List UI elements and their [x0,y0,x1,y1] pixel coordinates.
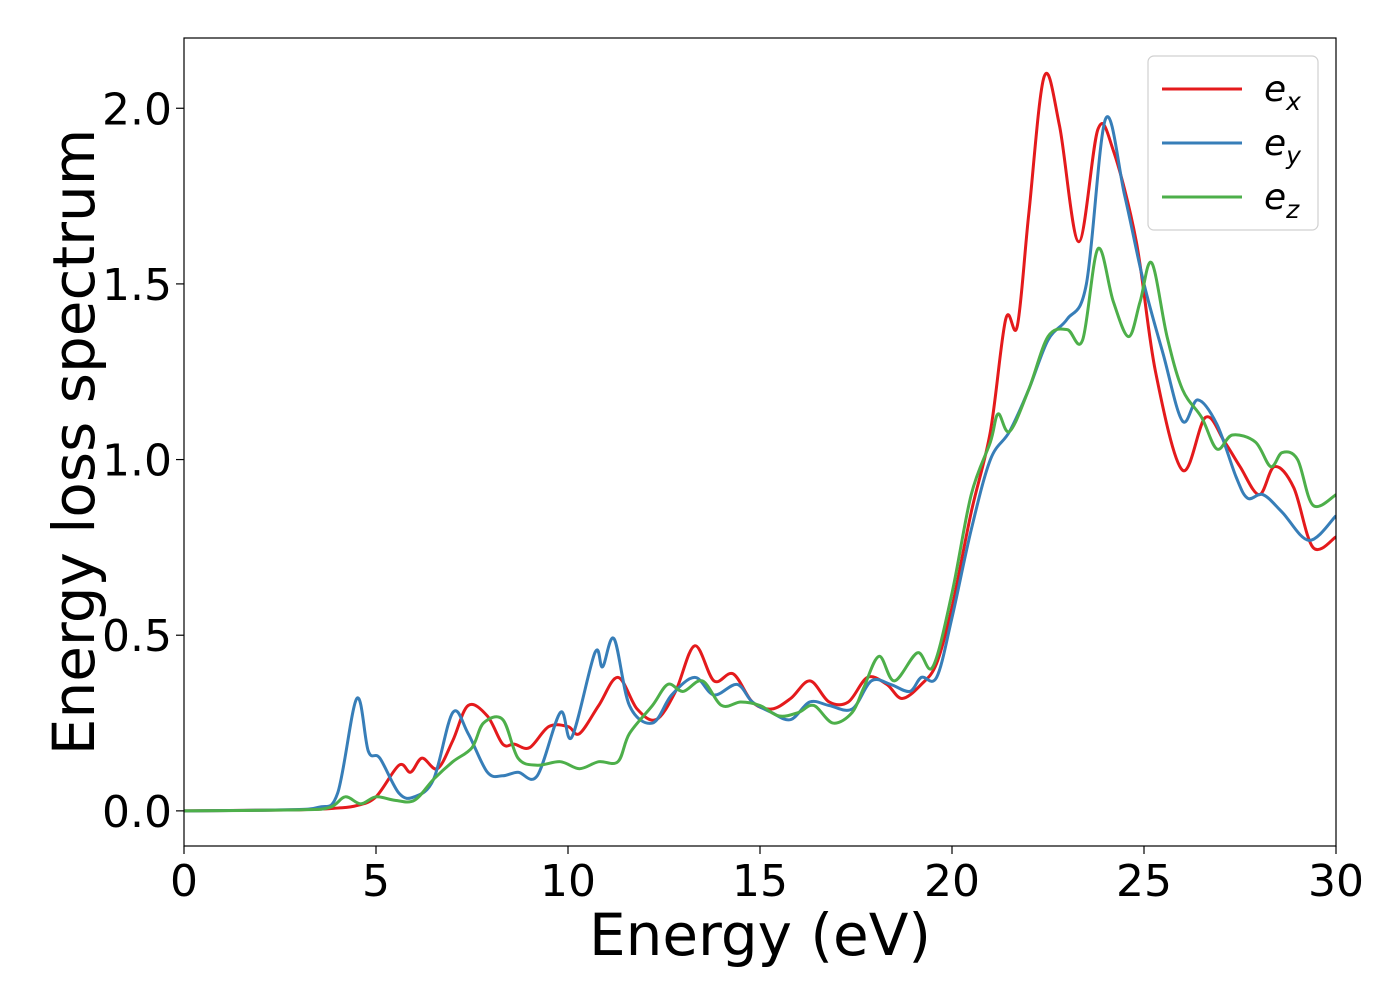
y-tick-label: 1.5 [102,260,172,311]
ticks-layer: 0 5 10 15 20 25 30 0.0 0.5 1.0 1.5 2.0 [102,84,1364,907]
series-line-e-x [184,72,1336,813]
y-tick-label: 0.5 [102,611,172,662]
x-tick-label: 5 [362,856,390,907]
legend-label-e-x: ex [1264,69,1301,116]
series-line-e-z [184,246,1336,813]
legend-label-e-y: ey [1264,123,1302,170]
y-tick-label: 1.0 [102,436,172,487]
x-tick-label: 25 [1116,856,1172,907]
y-tick-label: 2.0 [102,84,172,135]
x-axis-label: Energy (eV) [589,901,931,969]
y-axis-label: Energy loss spectrum [40,129,108,755]
series-layer [184,72,1336,813]
x-tick-label: 0 [170,856,198,907]
x-tick-label: 10 [540,856,596,907]
x-tick-label: 15 [732,856,788,907]
x-tick-label: 20 [924,856,980,907]
legend: ex ey ez [1147,55,1319,231]
legend-label-e-z: ez [1264,177,1300,224]
y-tick-label: 0.0 [102,787,172,838]
x-tick-label: 30 [1308,856,1364,907]
